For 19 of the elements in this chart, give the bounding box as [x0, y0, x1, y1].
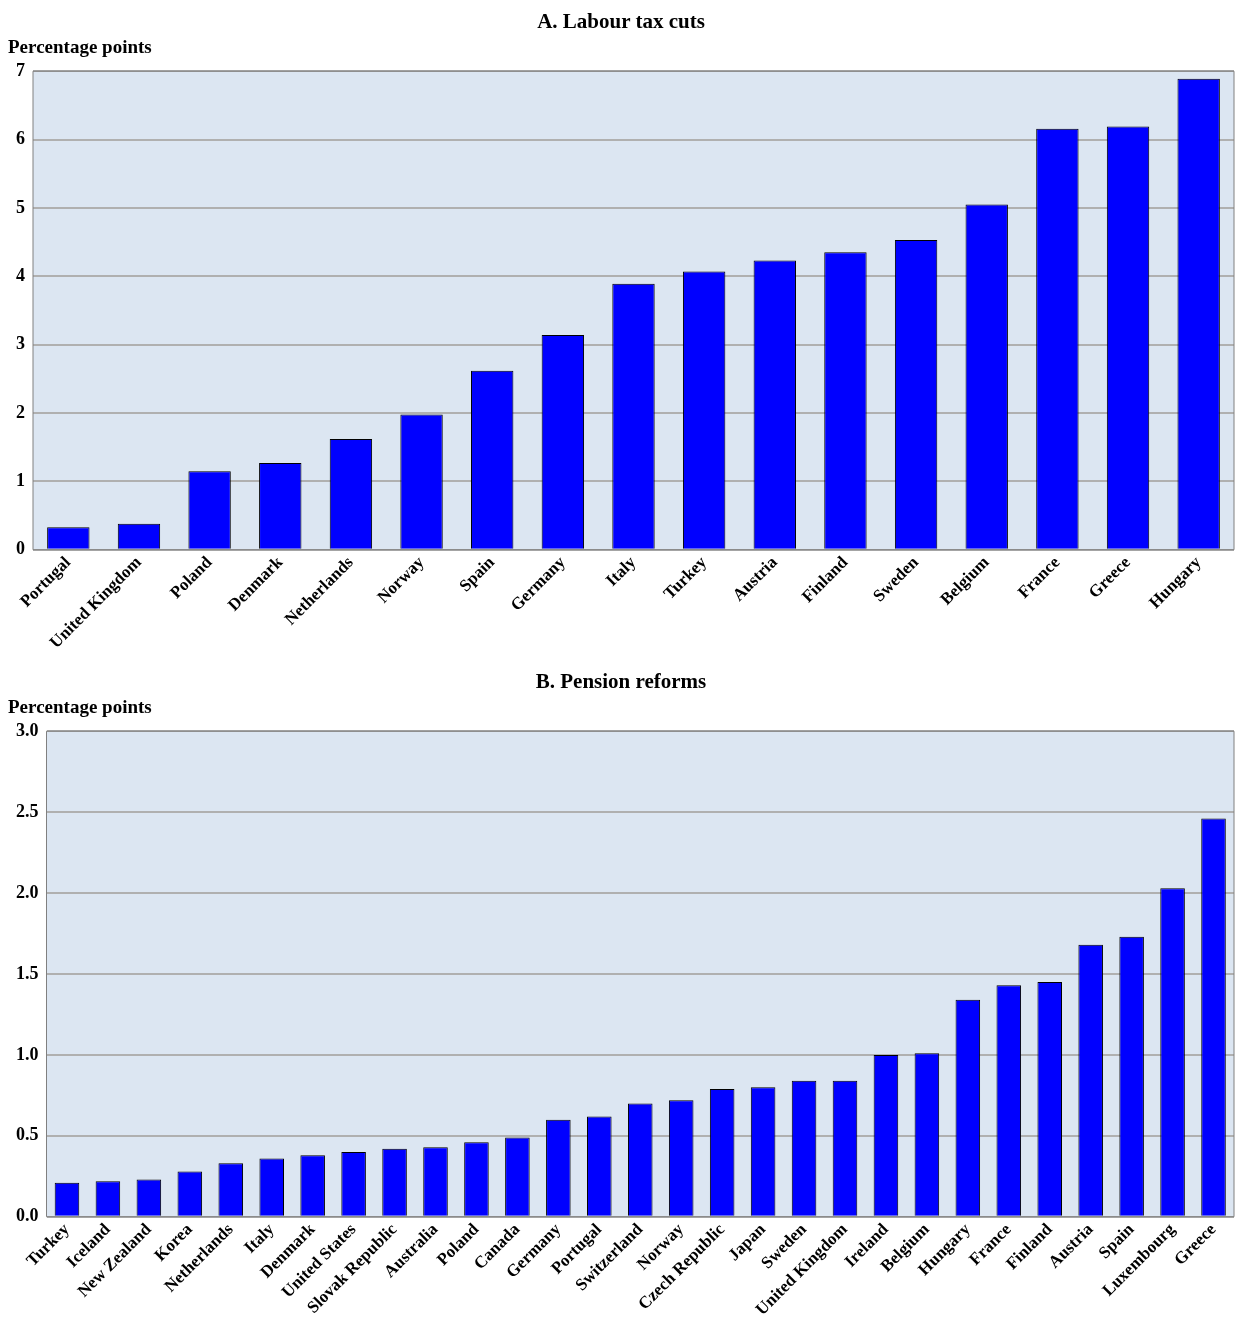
y-tick-label: 1.0: [16, 1043, 39, 1064]
y-tick-label: 5: [16, 196, 25, 217]
y-axis-title: Percentage points: [8, 35, 152, 57]
y-tick-label: 2: [16, 401, 25, 422]
y-tick-label: 3: [16, 333, 25, 354]
y-tick-label: 3.0: [16, 719, 39, 740]
y-tick-label: 1: [16, 470, 25, 491]
y-tick-label: 6: [16, 128, 25, 149]
y-tick-label: 0.0: [16, 1205, 39, 1226]
y-tick-label: 2.5: [16, 800, 39, 821]
y-tick-label: 1.5: [16, 962, 39, 983]
chart-title: B. Pension reforms: [535, 669, 707, 694]
y-tick-label: 0: [16, 538, 25, 559]
y-tick-label: 0.5: [16, 1124, 39, 1145]
chart-title: A. Labour tax cuts: [537, 9, 705, 34]
y-axis-title: Percentage points: [8, 695, 152, 717]
y-tick-label: 4: [16, 264, 25, 285]
y-tick-label: 7: [16, 59, 25, 80]
y-tick-label: 2.0: [16, 881, 39, 902]
